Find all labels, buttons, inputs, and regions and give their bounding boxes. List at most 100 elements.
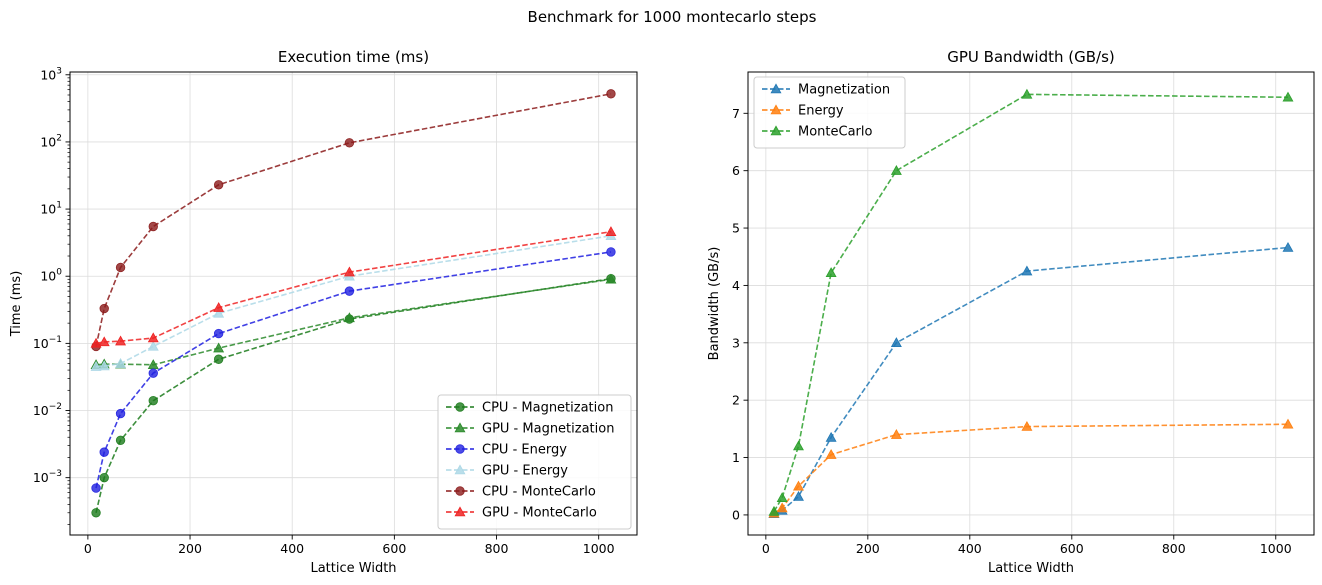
- x-tick-label: 400: [958, 541, 982, 556]
- y-tick-label: 3: [732, 335, 740, 350]
- legend-box: [437, 394, 632, 530]
- legend-label: GPU - MonteCarlo: [482, 506, 597, 521]
- series-line: [95, 235, 612, 368]
- x-axis-label: Lattice Width: [310, 561, 396, 576]
- data-point: [605, 226, 617, 236]
- y-tick-label: 6: [732, 163, 740, 178]
- legend-entry: MonteCarlo: [762, 125, 873, 140]
- legend-marker: [455, 486, 465, 496]
- series-line: [773, 93, 1289, 512]
- data-point: [344, 286, 355, 296]
- y-tick-label: 101: [40, 201, 62, 217]
- data-point: [793, 490, 804, 501]
- data-point: [768, 505, 780, 516]
- y-tick-label: 10−2: [33, 402, 62, 418]
- data-point: [606, 247, 616, 257]
- legend-box: [753, 76, 906, 149]
- data-point: [1021, 420, 1033, 431]
- y-tick-label: 100: [40, 268, 62, 284]
- chart-title: Execution time (ms): [278, 48, 429, 66]
- data-point: [148, 396, 158, 406]
- y-tick-label: 0: [732, 507, 740, 522]
- data-point: [213, 342, 225, 353]
- series-energy: [768, 418, 1294, 518]
- x-tick-label: 800: [485, 541, 509, 556]
- legend-entry: CPU - Magnetization: [446, 401, 613, 416]
- data-point: [825, 267, 837, 278]
- data-point: [213, 354, 224, 364]
- legend-label: MonteCarlo: [798, 125, 873, 140]
- data-point: [1282, 241, 1294, 252]
- data-point: [1282, 91, 1294, 102]
- x-tick-label: 800: [1162, 541, 1186, 556]
- series-cpu-montecarlo: [91, 89, 616, 352]
- data-point: [344, 138, 355, 148]
- data-point: [213, 307, 225, 318]
- data-point: [793, 480, 804, 491]
- data-point: [115, 435, 126, 446]
- data-point: [91, 483, 101, 493]
- legend-marker: [770, 104, 782, 115]
- chart-title: GPU Bandwidth (GB/s): [947, 48, 1115, 66]
- data-point: [825, 449, 837, 459]
- legend-entry: Energy: [762, 104, 844, 119]
- data-point: [1021, 265, 1033, 276]
- x-axis: 0 200 400 600 800 1000: [762, 535, 1292, 556]
- legend-marker: [454, 464, 466, 475]
- execution-time-chart: 0 200 400 600 800 100010−310−210−110010110210…: [9, 48, 638, 576]
- series-magnetization: [768, 241, 1294, 519]
- data-point: [91, 508, 101, 518]
- plot-frame: [69, 71, 638, 536]
- data-point: [776, 492, 788, 502]
- legend-label: Magnetization: [798, 83, 890, 98]
- x-tick-label: 1000: [583, 541, 615, 556]
- data-point: [98, 336, 110, 347]
- legend: Magnetization Energy MonteCarlo: [753, 76, 906, 149]
- grid: [70, 72, 637, 535]
- legend-entry: GPU - MonteCarlo: [446, 506, 597, 521]
- y-tick-label: 7: [732, 106, 740, 121]
- data-point: [890, 165, 902, 175]
- x-tick-label: 400: [280, 541, 304, 556]
- y-axis-label: Bandwidth (GB/s): [707, 247, 722, 361]
- data-point: [776, 502, 788, 513]
- x-axis-label: Lattice Width: [988, 561, 1074, 576]
- x-tick-label: 600: [1060, 541, 1084, 556]
- figure-suptitle: Benchmark for 1000 montecarlo steps: [528, 8, 817, 26]
- data-point: [213, 180, 224, 190]
- series-line: [773, 246, 1289, 515]
- data-point: [115, 335, 127, 346]
- y-axis: 0 1 2 3 4 5 6 7: [732, 106, 748, 522]
- series-gpu-magnetization: [90, 273, 617, 370]
- x-tick-label: 200: [856, 541, 880, 556]
- series-gpu-montecarlo: [90, 226, 617, 348]
- legend-entry: GPU - Magnetization: [446, 422, 614, 437]
- legend-marker: [770, 83, 782, 94]
- data-point: [148, 368, 158, 378]
- legend-entry: CPU - Energy: [446, 443, 567, 458]
- legend-label: CPU - Energy: [482, 443, 567, 458]
- data-point: [890, 428, 902, 439]
- series-gpu-energy: [90, 230, 617, 371]
- series-line: [773, 423, 1289, 514]
- y-tick-label: 102: [40, 133, 62, 149]
- legend-label: GPU - Magnetization: [482, 422, 614, 437]
- data-point: [147, 340, 159, 351]
- series-montecarlo: [768, 88, 1294, 516]
- legend-label: Energy: [798, 104, 844, 119]
- series-line: [95, 93, 612, 347]
- y-tick-label: 103: [40, 66, 62, 82]
- x-tick-label: 0: [84, 541, 92, 556]
- grid: [748, 72, 1314, 535]
- legend-label: CPU - Magnetization: [482, 401, 613, 416]
- data-point: [115, 357, 127, 368]
- data-point: [606, 89, 616, 99]
- legend-label: CPU - MonteCarlo: [482, 485, 596, 500]
- data-point: [90, 361, 102, 371]
- data-point: [90, 337, 102, 348]
- legend-marker: [454, 506, 466, 517]
- y-tick-label: 10−3: [33, 469, 62, 485]
- data-point: [825, 431, 837, 442]
- data-point: [343, 312, 355, 323]
